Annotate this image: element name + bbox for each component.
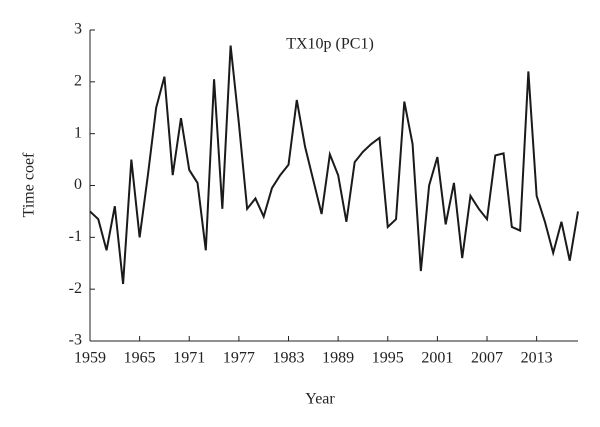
y-tick-label: 0 bbox=[74, 176, 82, 193]
y-tick-label: 2 bbox=[74, 73, 82, 90]
chart-title: TX10p (PC1) bbox=[286, 36, 374, 53]
x-tick-label: 2001 bbox=[421, 350, 453, 367]
x-tick-label: 2007 bbox=[471, 350, 503, 367]
x-tick-label: 1971 bbox=[173, 350, 205, 367]
y-tick-label: 1 bbox=[74, 124, 82, 141]
x-tick-label: 1983 bbox=[273, 350, 305, 367]
x-tick-label: 1965 bbox=[124, 350, 156, 367]
data-line bbox=[89, 45, 579, 285]
x-tick-label: 1989 bbox=[322, 350, 354, 367]
y-tick-label: -3 bbox=[69, 332, 82, 349]
x-tick-label: 2013 bbox=[521, 350, 553, 367]
x-axis-label: Year bbox=[305, 391, 335, 408]
x-tick-label: 1995 bbox=[372, 350, 404, 367]
y-tick-label: -1 bbox=[69, 228, 82, 245]
x-tick-label: 1977 bbox=[223, 350, 255, 367]
y-tick-label: 3 bbox=[74, 21, 82, 38]
y-axis-label: Time coef bbox=[21, 152, 38, 217]
y-tick-label: -2 bbox=[69, 280, 82, 297]
x-tick-label: 1959 bbox=[74, 350, 106, 367]
